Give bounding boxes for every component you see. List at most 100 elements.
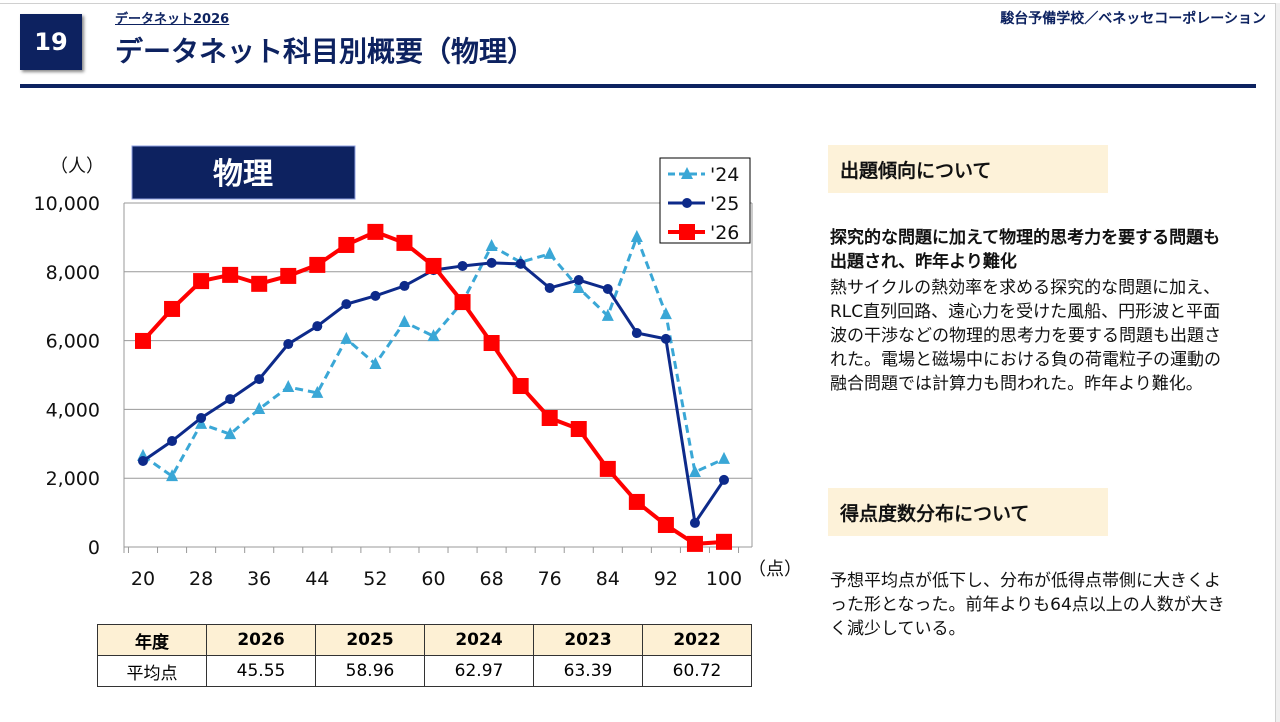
data-point xyxy=(309,256,326,273)
data-point xyxy=(659,307,672,320)
data-point xyxy=(718,451,730,464)
data-point xyxy=(138,456,148,466)
data-point xyxy=(686,535,703,552)
page-subtitle: データネット2026 xyxy=(115,12,230,27)
data-point xyxy=(166,469,179,482)
x-axis-label: （点） xyxy=(748,559,800,580)
table-row-averages: 平均点 45.55 58.96 62.97 63.39 60.72 xyxy=(97,655,752,687)
data-point xyxy=(222,266,239,283)
data-point xyxy=(483,335,500,352)
data-point xyxy=(457,260,468,271)
year-cell: 2022 xyxy=(642,624,752,656)
data-point xyxy=(485,239,498,251)
data-point xyxy=(630,230,643,243)
data-point xyxy=(396,234,413,251)
legend-label: '25 xyxy=(710,193,739,215)
data-point xyxy=(193,273,210,290)
data-point xyxy=(167,436,178,447)
year-cell: 2026 xyxy=(206,624,316,656)
data-point xyxy=(224,427,237,440)
average-cell: 45.55 xyxy=(206,655,316,687)
data-point xyxy=(283,339,294,350)
legend xyxy=(659,157,751,244)
data-point xyxy=(689,517,700,528)
trend-lead: 探究的な問題に加えて物理的思考力を要する問題も出題され、昨年より難化 xyxy=(830,228,1221,272)
year-cell: 2025 xyxy=(315,624,425,656)
data-point xyxy=(311,385,324,398)
trend-heading: 出題傾向について xyxy=(828,145,1108,193)
data-point xyxy=(367,223,384,240)
legend-marker xyxy=(682,198,692,208)
y-tick-label: 2,000 xyxy=(46,468,100,490)
data-point xyxy=(719,474,729,485)
data-point xyxy=(573,275,584,286)
data-point xyxy=(602,284,613,294)
table-row-years: 年度 2026 2025 2024 2023 2022 xyxy=(97,624,752,656)
average-cell: 63.39 xyxy=(533,655,643,687)
x-tick-label: 36 xyxy=(247,568,271,590)
data-point xyxy=(312,321,323,332)
data-point xyxy=(164,300,181,317)
data-point xyxy=(515,258,526,269)
year-cell: 2023 xyxy=(533,624,643,656)
data-point xyxy=(398,315,411,328)
average-score-table: 年度 2026 2025 2024 2023 2022 平均点 45.55 58… xyxy=(97,624,752,687)
data-point xyxy=(628,493,645,510)
scrollbar[interactable] xyxy=(1275,3,1280,722)
x-tick-label: 68 xyxy=(480,568,504,590)
row-header: 平均点 xyxy=(97,655,207,687)
x-tick-label: 20 xyxy=(131,568,155,590)
legend-marker xyxy=(681,167,693,179)
data-point xyxy=(541,410,558,426)
line-chart: 0 2,000 4,000 6,000 8,000 10,000 20 28 36 44 52 60 6… xyxy=(34,145,800,590)
chart-title-box xyxy=(131,145,356,200)
data-point xyxy=(716,533,732,550)
row-header: 年度 xyxy=(97,624,207,656)
x-tick-label: 92 xyxy=(654,568,678,590)
data-point xyxy=(657,516,674,533)
legend-label: '24 xyxy=(710,164,739,186)
y-tick-label: 6,000 xyxy=(46,331,100,353)
data-point xyxy=(570,421,587,438)
data-point xyxy=(282,380,295,393)
data-point xyxy=(254,374,265,385)
data-point xyxy=(688,465,701,478)
distribution-heading: 得点度数分布について xyxy=(828,488,1108,536)
data-point xyxy=(601,308,614,321)
data-point xyxy=(399,280,410,291)
distribution-body: 予想平均点が低下し、分布が低得点帯側に大きくよった形となった。前年よりも64点以… xyxy=(830,571,1225,639)
x-tick-label: 28 xyxy=(189,568,213,590)
x-tick-label: 84 xyxy=(596,568,620,590)
y-tick-label: 4,000 xyxy=(46,399,100,421)
average-cell: 58.96 xyxy=(315,655,425,687)
data-point xyxy=(280,267,297,284)
x-tick-label: 100 xyxy=(706,568,742,590)
data-point xyxy=(572,280,585,293)
header-rule xyxy=(20,84,1256,88)
data-point xyxy=(370,290,381,301)
data-point xyxy=(341,299,352,310)
average-cell: 62.97 xyxy=(424,655,534,687)
data-point xyxy=(225,394,236,405)
x-tick-label: 60 xyxy=(421,568,445,590)
data-point xyxy=(512,378,529,395)
data-point xyxy=(454,294,471,311)
organization: 駿台予備学校／ベネッセコーポレーション xyxy=(1000,11,1266,27)
y-tick-label: 10,000 xyxy=(34,193,100,215)
data-point xyxy=(660,333,671,344)
x-tick-label: 52 xyxy=(363,568,387,590)
data-point xyxy=(427,329,440,342)
data-point xyxy=(599,460,616,477)
data-point xyxy=(135,332,151,349)
y-axis-label: （人） xyxy=(50,156,104,177)
y-tick-label: 8,000 xyxy=(46,262,100,284)
x-tick-label: 76 xyxy=(538,568,562,590)
data-point xyxy=(544,282,555,293)
data-point xyxy=(338,236,355,253)
y-tick-label: 0 xyxy=(88,537,100,559)
data-point xyxy=(486,257,497,268)
page-number: 19 xyxy=(20,14,82,70)
data-point xyxy=(425,257,442,274)
data-point xyxy=(253,402,266,415)
data-point xyxy=(369,356,382,369)
